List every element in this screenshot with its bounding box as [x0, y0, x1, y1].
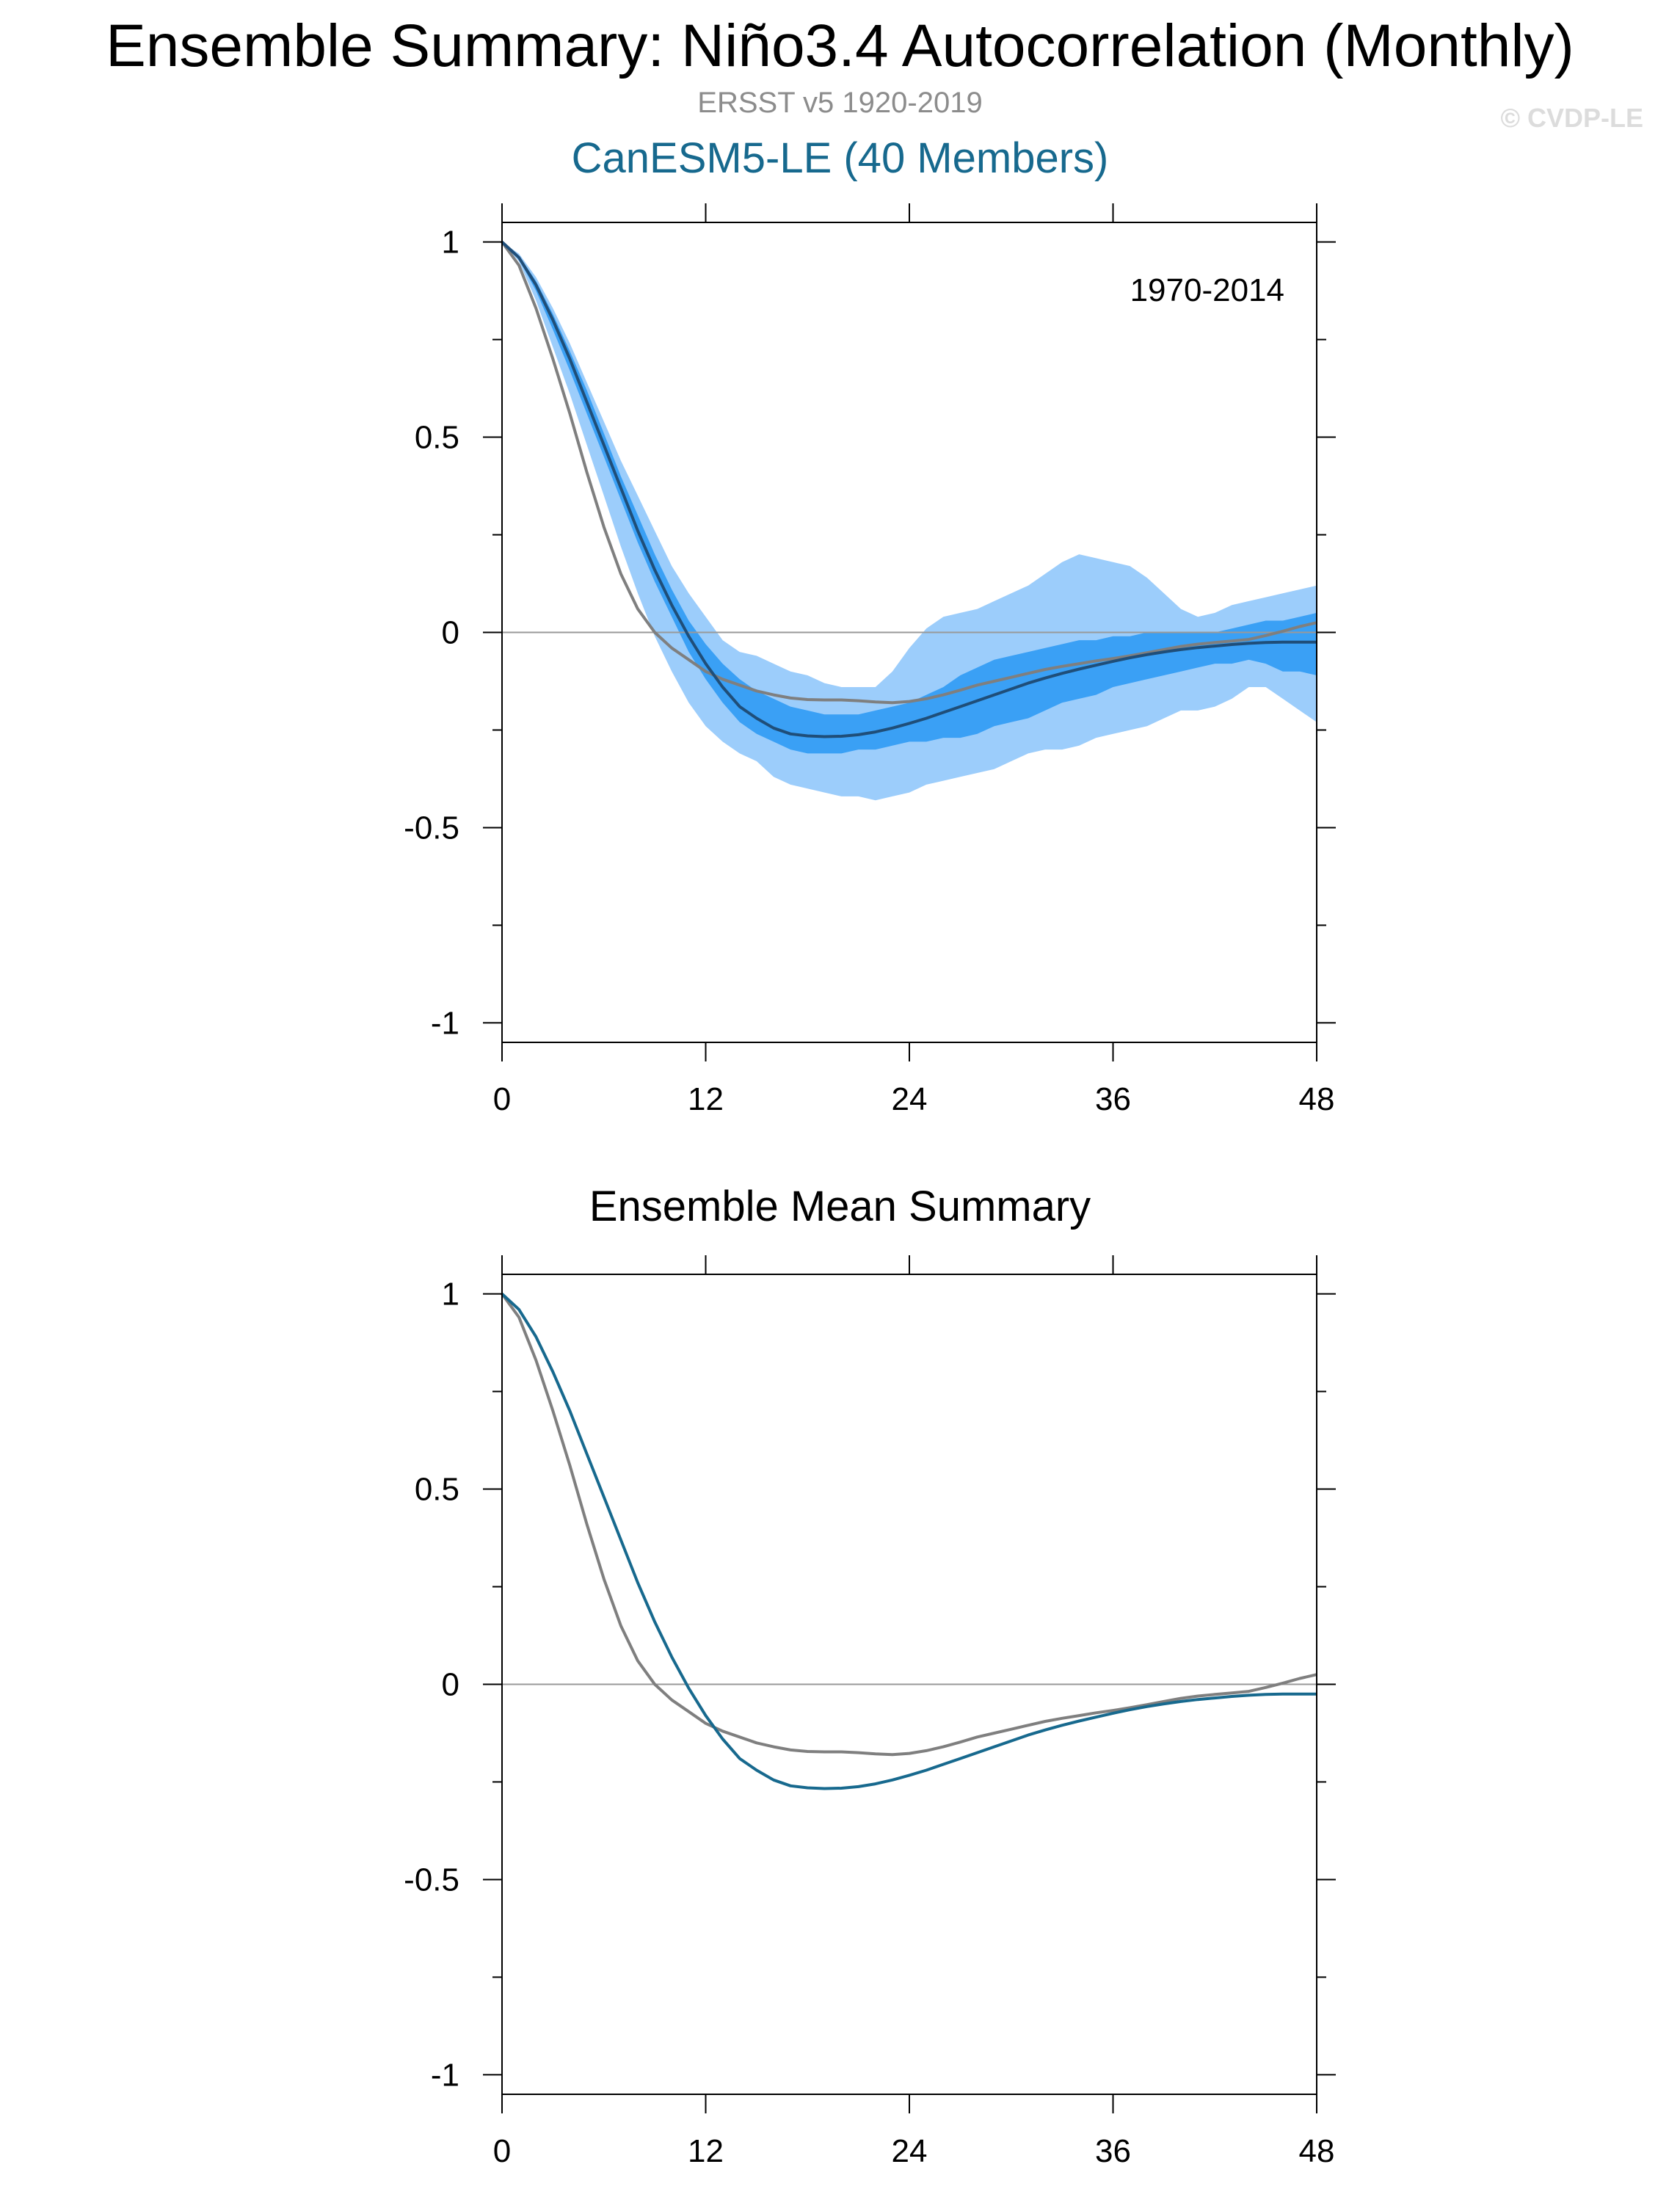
chart-panel-lower: -1 -0.5 0 0.5 1 0 12 24 36 48: [404, 1255, 1336, 2169]
y-tick-label: -1: [431, 2057, 459, 2093]
x-tick-label: 48: [1299, 2133, 1335, 2169]
ensemble-mean-summary-title: Ensemble Mean Summary: [589, 1183, 1091, 1230]
y-tick-label: 0.5: [415, 420, 459, 456]
x-tick-label: 24: [892, 2133, 928, 2169]
x-tick-label: 48: [1299, 1081, 1335, 1117]
x-tick-label: 24: [892, 1081, 928, 1117]
x-tick-label: 0: [493, 2133, 511, 2169]
period-annotation: 1970-2014: [1130, 272, 1284, 308]
y-tick-label: -0.5: [404, 1862, 459, 1898]
copyright-label: © CVDP-LE: [1500, 103, 1643, 133]
model-title: CanESM5-LE (40 Members): [571, 134, 1109, 182]
y-tick-label: 1: [442, 225, 459, 261]
y-tick-label: 0.5: [415, 1472, 459, 1508]
observed-series-line: [501, 241, 1317, 705]
main-title: Ensemble Summary: Niño3.4 Autocorrelatio…: [106, 12, 1574, 79]
y-tick-label: -0.5: [404, 810, 459, 846]
y-tick-label: 0: [442, 1667, 459, 1703]
y-tick-label: -1: [431, 1005, 459, 1041]
x-tick-label: 12: [688, 1081, 724, 1117]
y-tick-label: 0: [442, 615, 459, 651]
x-tick-label: 36: [1095, 2133, 1131, 2169]
chart-panel-upper: -1 -0.5 0 0.5 1 0 12 24 36 48 1970-2014: [404, 203, 1336, 1117]
observations-subtitle: ERSST v5 1920-2019: [697, 87, 983, 119]
observed-series-line: [501, 1293, 1317, 1757]
x-tick-label: 36: [1095, 1081, 1131, 1117]
ensemble-mean-series-line: [501, 241, 1317, 738]
x-tick-label: 0: [493, 1081, 511, 1117]
y-tick-label: 1: [442, 1277, 459, 1313]
x-tick-label: 12: [688, 2133, 724, 2169]
ensemble-mean-series-line: [501, 1293, 1317, 1790]
